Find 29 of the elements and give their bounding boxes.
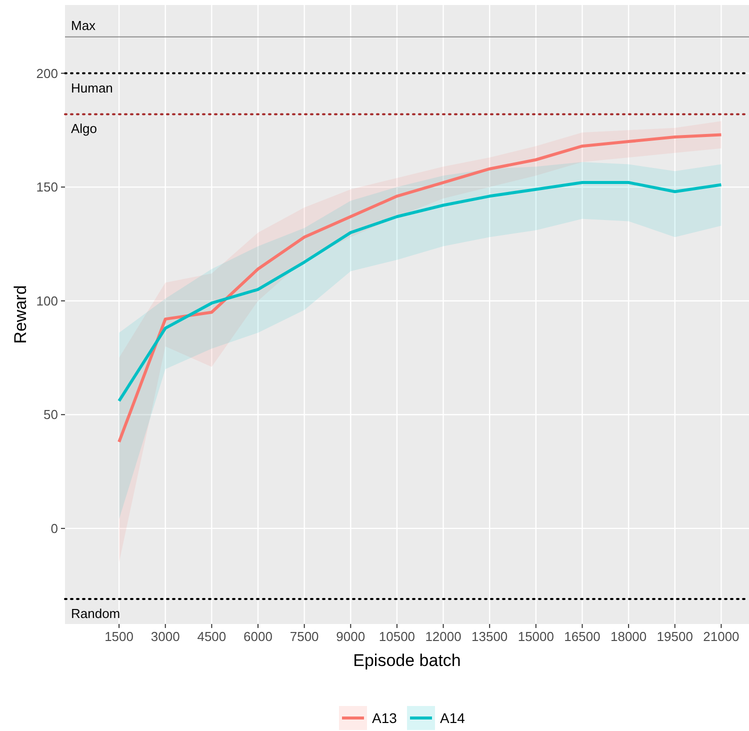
ref-line-label: Max [71,18,96,33]
x-tick-label: 10500 [378,629,416,644]
x-tick-label: 6000 [244,629,272,644]
x-tick-label: 12000 [425,629,462,644]
x-tick-label: 7500 [290,629,319,644]
legend-label: A13 [372,710,398,726]
x-tick-label: 18000 [610,629,647,644]
x-tick-label: 4500 [197,629,226,644]
y-tick-label: 100 [36,293,58,308]
x-tick-label: 21000 [703,629,740,644]
x-tick-label: 13500 [472,629,508,644]
line-series [118,181,723,402]
x-tick-label: 9000 [336,629,366,644]
y-tick-label: 50 [44,407,58,422]
line-series [118,133,723,444]
y-tick-label: 200 [36,66,58,81]
legend-label: A14 [440,710,466,726]
x-tick-label: 3000 [150,629,180,644]
ref-line-label: Algo [71,121,98,136]
y-tick-label: 0 [50,520,58,536]
x-tick-label: 19500 [656,629,693,644]
x-tick-label: 16500 [564,629,600,644]
y-axis-title: Reward [11,285,30,344]
ref-line-label: Human [71,80,113,96]
x-tick-label: 1500 [104,629,134,644]
y-tick-label: 150 [36,180,58,195]
x-axis-title: Episode batch [353,651,461,670]
x-tick-label: 15000 [518,629,554,644]
ref-line-label: Random [71,606,120,621]
